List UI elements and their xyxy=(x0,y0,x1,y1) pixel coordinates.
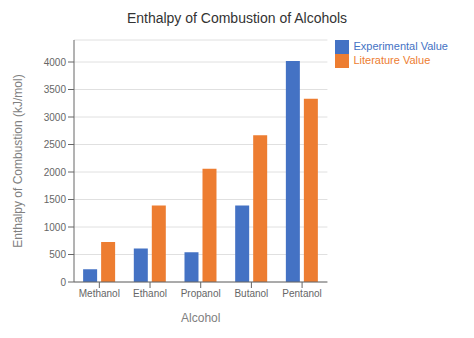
svg-text:Alcohol: Alcohol xyxy=(181,311,220,325)
html-text:Literature Value: Literature Value xyxy=(353,54,431,67)
svg-text:0: 0 xyxy=(60,277,66,288)
svg-text:3500: 3500 xyxy=(44,84,67,95)
html-text:Enthalpy of Combustion of Alco: Enthalpy of Combustion of Alcohols xyxy=(126,10,348,26)
svg-text:1500: 1500 xyxy=(44,194,67,205)
svg-text:Propanol: Propanol xyxy=(181,288,221,299)
svg-text:Butanol: Butanol xyxy=(234,288,268,299)
svg-text:3000: 3000 xyxy=(44,112,67,123)
svg-text:2000: 2000 xyxy=(44,167,67,178)
svg-text:4000: 4000 xyxy=(44,57,67,68)
svg-text:2500: 2500 xyxy=(44,139,67,150)
html-text:Experimental Value: Experimental Value xyxy=(353,40,448,52)
svg-text:Ethanol: Ethanol xyxy=(133,288,167,299)
svg-text:500: 500 xyxy=(49,249,66,260)
svg-text:Pentanol: Pentanol xyxy=(282,288,321,299)
svg-text:Methanol: Methanol xyxy=(79,288,120,299)
svg-text:1000: 1000 xyxy=(44,222,67,233)
svg-text:Enthalpy of Combustion (kJ/mol: Enthalpy of Combustion (kJ/mol) xyxy=(11,74,25,247)
